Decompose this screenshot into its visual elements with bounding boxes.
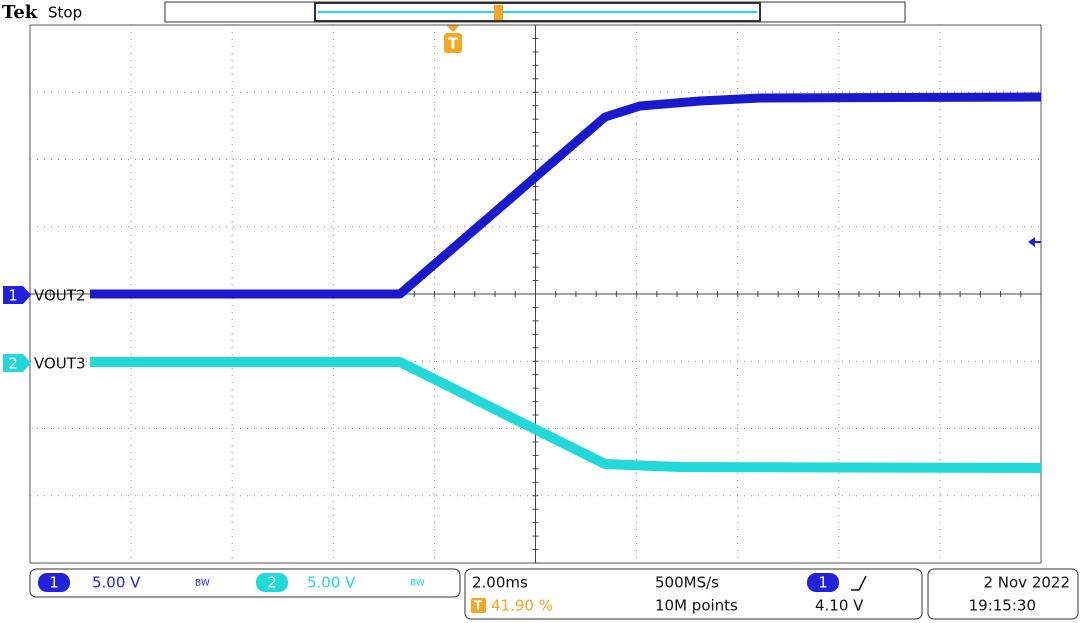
waveform-ch1 xyxy=(90,92,1042,299)
brand: Tek xyxy=(2,2,38,23)
waveform-ch2 xyxy=(90,357,1042,473)
ch2-label: VOUT3 xyxy=(34,355,86,373)
ch2-scale: 5.00 V xyxy=(307,574,356,592)
trigger-source: 1 xyxy=(818,574,828,592)
time-panel xyxy=(927,568,1079,620)
ch1-scale: 5.00 V xyxy=(92,574,141,592)
channel-panel xyxy=(29,568,461,598)
ch1-badge xyxy=(38,573,70,592)
date: 2 Nov 2022 xyxy=(983,574,1070,592)
ch2-badge xyxy=(256,573,288,592)
trigger-level: 4.10 V xyxy=(815,597,864,615)
ch2-bandwidth: BW xyxy=(410,579,425,589)
timebase: 2.00ms xyxy=(472,574,528,592)
trigger-arrow xyxy=(446,25,460,32)
trigger-level-marker xyxy=(1028,237,1035,247)
ch1-number: 1 xyxy=(49,574,59,592)
ch2-marker xyxy=(3,354,31,372)
time: 19:15:30 xyxy=(969,597,1036,615)
trigger-marker: T xyxy=(448,35,459,53)
ch1-label: VOUT2 xyxy=(34,287,86,305)
trigger-bar-marker xyxy=(494,5,503,20)
ch2-marker-number: 2 xyxy=(8,355,18,373)
trigger-position: 41.90 % xyxy=(491,597,553,615)
run-status: Stop xyxy=(48,4,82,22)
ch2-number: 2 xyxy=(267,574,277,592)
trigger-source-badge xyxy=(807,573,839,592)
trigger-slope xyxy=(851,575,867,591)
graticule xyxy=(29,24,1042,564)
ch1-bandwidth: BW xyxy=(195,579,210,589)
trigger-pos-badge xyxy=(471,598,486,613)
trigger-badge xyxy=(444,33,462,53)
record-length: 10M points xyxy=(655,597,738,615)
ch1-marker-number: 1 xyxy=(8,287,18,305)
trigger-pos-marker: T xyxy=(474,599,483,613)
ch1-marker xyxy=(3,286,31,304)
sample-rate: 500MS/s xyxy=(655,574,719,592)
